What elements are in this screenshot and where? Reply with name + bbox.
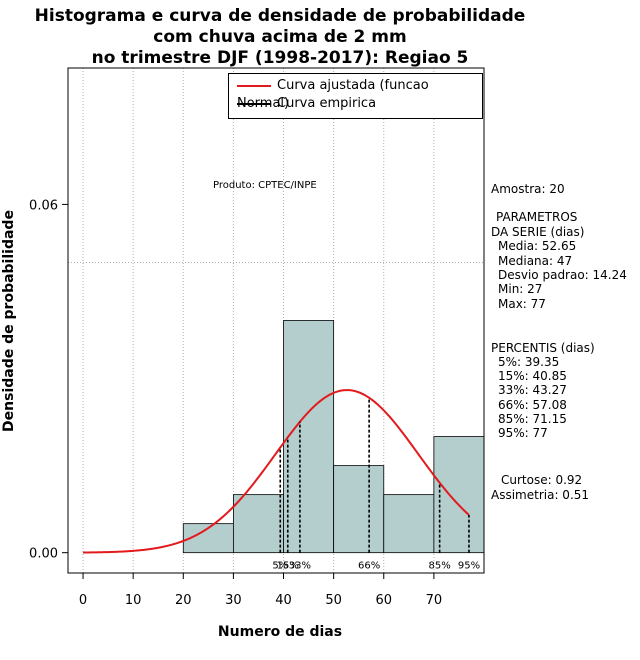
x-tick-label: 70 — [426, 593, 443, 608]
x-tick-label: 60 — [375, 593, 392, 608]
stat-curtose: Curtose: 0.92 — [501, 473, 583, 487]
histogram-bar — [232, 494, 284, 554]
stat-media: Media: 52.65 — [498, 239, 577, 253]
stat-assimetria: Assimetria: 0.51 — [491, 488, 590, 502]
stat-desvio: Desvio padrao: 14.24 — [498, 268, 627, 282]
stat-min: Min: 27 — [498, 282, 543, 296]
x-tick-label: 40 — [275, 593, 292, 608]
x-tick-label: 0 — [79, 593, 87, 608]
stat-mediana: Mediana: 47 — [498, 254, 573, 268]
chart-title-line-2: com chuva acima de 2 mm — [153, 27, 407, 47]
y-tick-label: 0.00 — [29, 547, 58, 562]
percentile-label: 95% — [458, 561, 480, 572]
percentile-label: 66% — [358, 561, 380, 572]
normal-fit-curve — [83, 389, 470, 554]
histogram-bar — [383, 494, 435, 554]
legend-label-empirica: Curva empirica — [277, 96, 377, 111]
percentile-label: 85% — [429, 561, 451, 572]
y-axis-label: Densidade de probabilidade — [1, 210, 17, 432]
legend-item-normal: Curva ajustada (funcao Normal) — [237, 77, 482, 111]
x-tick-label: 30 — [225, 593, 242, 608]
stat-p15: 15%: 40.85 — [498, 369, 567, 383]
stat-p95: 95%: 77 — [498, 426, 548, 440]
legend-line-empirica — [237, 102, 271, 105]
legend: Curva ajustada (funcao Normal) Curva emp… — [228, 73, 483, 119]
stat-p85: 85%: 71.15 — [498, 412, 567, 426]
stat-param-header-1: PARAMETROS — [496, 210, 578, 224]
legend-item-empirica: Curva empirica — [237, 95, 376, 113]
x-tick-label: 10 — [125, 593, 142, 608]
legend-line-normal — [237, 84, 271, 87]
histogram-bar — [283, 320, 335, 554]
x-axis-label: Numero de dias — [217, 624, 343, 640]
y-tick-label: 0.06 — [29, 198, 58, 213]
product-note: Produto: CPTEC/INPE — [213, 180, 317, 191]
plot-frame — [67, 67, 485, 574]
percentile-label: 5% — [272, 561, 288, 572]
stat-p33: 33%: 43.27 — [498, 383, 567, 397]
histogram-bar — [333, 465, 385, 554]
x-tick-label: 20 — [175, 593, 192, 608]
stat-param-header-2: DA SERIE (dias) — [491, 225, 585, 239]
x-tick-label: 50 — [325, 593, 342, 608]
chart-title-line-1: Histograma e curva de densidade de proba… — [34, 6, 526, 26]
percentile-label: 33% — [289, 561, 311, 572]
histogram-bar — [433, 436, 485, 554]
stat-max: Max: 77 — [498, 297, 546, 311]
stat-p5: 5%: 39.35 — [498, 355, 560, 369]
stat-p66: 66%: 57.08 — [498, 398, 567, 412]
chart-title-line-3: no trimestre DJF (1998-2017): Regiao 5 — [91, 48, 469, 68]
stat-amostra: Amostra: 20 — [491, 182, 565, 196]
stat-percentis-header: PERCENTIS (dias) — [491, 341, 595, 355]
percentile-label: 15% — [277, 561, 299, 572]
